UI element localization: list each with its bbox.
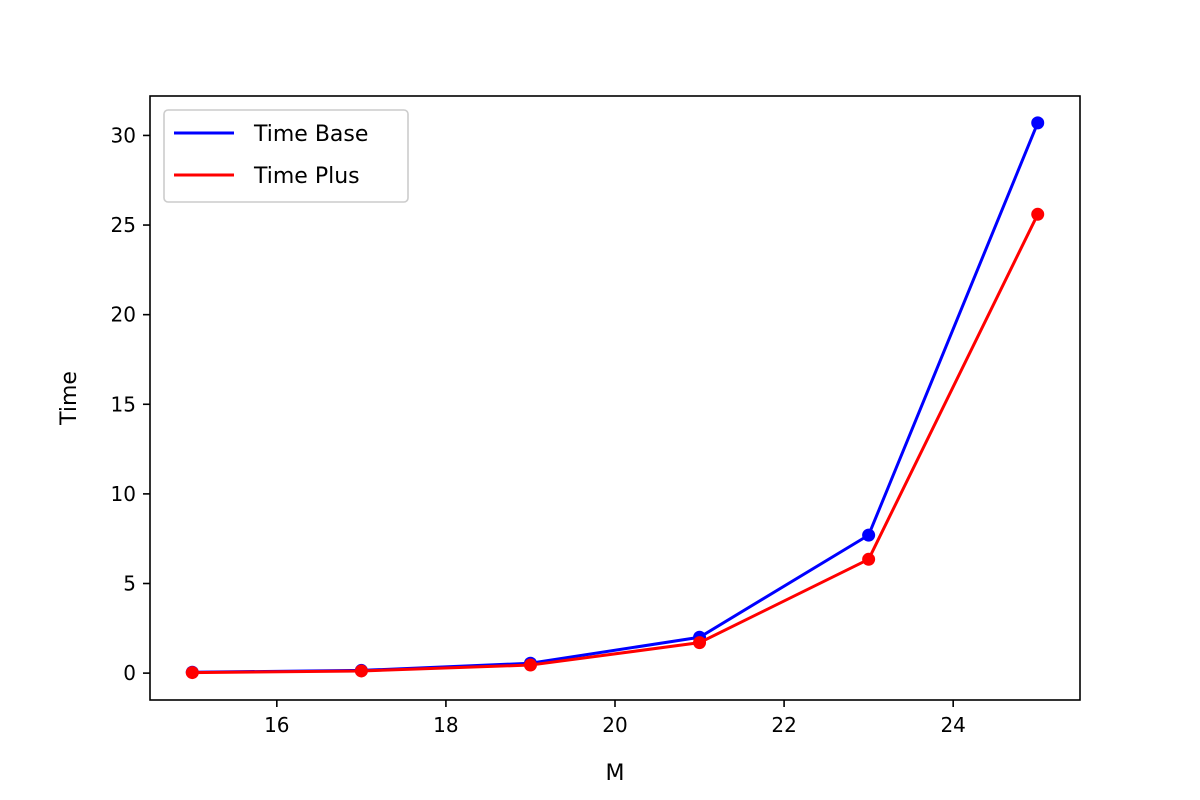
- data-point: [354, 664, 368, 678]
- legend-label: Time Plus: [253, 164, 360, 189]
- series-time-plus: [185, 207, 1045, 680]
- data-point: [1031, 116, 1045, 130]
- x-axis-ticks: 16 18 20 22 24: [264, 700, 966, 737]
- plot-layer: [185, 116, 1045, 680]
- data-point: [1031, 207, 1045, 221]
- data-point: [185, 666, 199, 680]
- data-point: [862, 528, 876, 542]
- data-point: [862, 552, 876, 566]
- data-point: [523, 658, 537, 672]
- x-tick-label: 20: [602, 713, 627, 737]
- x-axis-label: M: [606, 761, 625, 786]
- x-tick-label: 18: [433, 713, 458, 737]
- x-tick-label: 16: [264, 713, 289, 737]
- y-axis-label: Time: [57, 371, 82, 426]
- x-tick-label: 24: [940, 713, 965, 737]
- y-tick-label: 30: [111, 123, 136, 147]
- y-tick-label: 20: [111, 303, 136, 327]
- legend-label: Time Base: [253, 122, 368, 147]
- x-tick-label: 22: [771, 713, 796, 737]
- data-point: [693, 636, 707, 650]
- y-axis-ticks: 0 5 10 15 20 25 30: [111, 123, 150, 685]
- y-tick-label: 0: [123, 661, 136, 685]
- y-tick-label: 25: [111, 213, 136, 237]
- y-tick-label: 10: [111, 482, 136, 506]
- y-tick-label: 5: [123, 572, 136, 596]
- y-tick-label: 15: [111, 392, 136, 416]
- legend: Time Base Time Plus: [163, 109, 409, 203]
- series-line: [192, 213, 1040, 675]
